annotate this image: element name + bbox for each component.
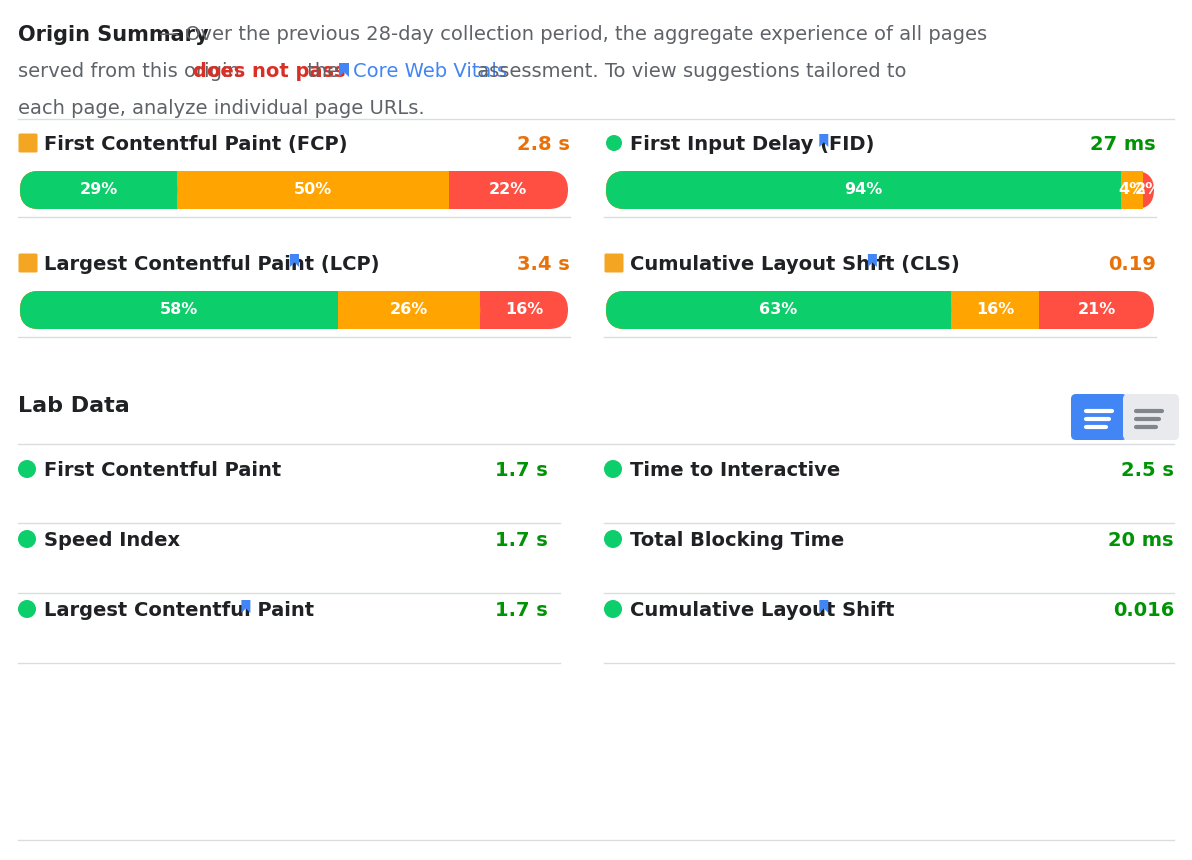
Circle shape [606, 135, 622, 151]
Text: 1.7 s: 1.7 s [495, 461, 548, 480]
Circle shape [604, 530, 622, 548]
Text: Time to Interactive: Time to Interactive [631, 461, 840, 480]
Text: 58%: 58% [160, 303, 198, 317]
Text: served from this origin: served from this origin [18, 62, 246, 81]
Text: Largest Contentful Paint (LCP): Largest Contentful Paint (LCP) [44, 255, 379, 274]
Circle shape [18, 600, 36, 618]
Polygon shape [290, 254, 299, 267]
Bar [429, 171, 448, 209]
Text: does not pass: does not pass [193, 62, 346, 81]
Text: 1.7 s: 1.7 s [495, 601, 548, 620]
FancyBboxPatch shape [606, 291, 1039, 329]
Circle shape [604, 460, 622, 478]
Text: 27 ms: 27 ms [1091, 135, 1156, 154]
Text: 20 ms: 20 ms [1109, 531, 1174, 550]
Text: 16%: 16% [976, 303, 1014, 317]
Text: Cumulative Layout Shift (CLS): Cumulative Layout Shift (CLS) [631, 255, 960, 274]
Circle shape [18, 460, 36, 478]
Circle shape [604, 600, 622, 618]
Text: Speed Index: Speed Index [44, 531, 180, 550]
Circle shape [18, 530, 36, 548]
Text: — Over the previous 28-day collection period, the aggregate experience of all pa: — Over the previous 28-day collection pe… [153, 25, 987, 44]
Bar [1124, 171, 1143, 209]
FancyBboxPatch shape [19, 254, 37, 273]
Bar [461, 291, 480, 329]
Text: 21%: 21% [1078, 303, 1116, 317]
Text: Total Blocking Time: Total Blocking Time [631, 531, 844, 550]
Text: 1.7 s: 1.7 s [495, 531, 548, 550]
Text: Cumulative Layout Shift: Cumulative Layout Shift [631, 601, 894, 620]
FancyBboxPatch shape [604, 254, 623, 273]
FancyBboxPatch shape [1070, 394, 1126, 440]
Bar [159, 171, 178, 209]
Text: Core Web Vitals: Core Web Vitals [353, 62, 507, 81]
Text: 26%: 26% [390, 303, 428, 317]
Text: 2%: 2% [1135, 182, 1162, 198]
Bar [1103, 171, 1122, 209]
Text: Origin Summary: Origin Summary [18, 25, 209, 45]
Text: 63%: 63% [759, 303, 797, 317]
FancyBboxPatch shape [606, 291, 951, 329]
Text: the: the [302, 62, 346, 81]
FancyBboxPatch shape [20, 291, 337, 329]
Text: 4%: 4% [1118, 182, 1146, 198]
Text: 3.4 s: 3.4 s [517, 255, 570, 274]
Text: 50%: 50% [294, 182, 333, 198]
Polygon shape [242, 600, 250, 613]
FancyBboxPatch shape [19, 133, 37, 152]
Polygon shape [819, 600, 828, 613]
Text: Lab Data: Lab Data [18, 396, 130, 416]
FancyBboxPatch shape [606, 291, 1154, 329]
Text: First Input Delay (FID): First Input Delay (FID) [631, 135, 875, 154]
FancyBboxPatch shape [606, 171, 1122, 209]
Text: 2.8 s: 2.8 s [517, 135, 570, 154]
Text: assessment. To view suggestions tailored to: assessment. To view suggestions tailored… [471, 62, 906, 81]
Polygon shape [819, 134, 828, 147]
Text: First Contentful Paint: First Contentful Paint [44, 461, 281, 480]
Text: 2.5 s: 2.5 s [1122, 461, 1174, 480]
Text: 22%: 22% [489, 182, 527, 198]
Text: First Contentful Paint (FCP): First Contentful Paint (FCP) [44, 135, 348, 154]
Text: each page, analyze individual page URLs.: each page, analyze individual page URLs. [18, 99, 424, 118]
FancyBboxPatch shape [20, 171, 178, 209]
Text: 94%: 94% [844, 182, 883, 198]
Bar [318, 291, 337, 329]
Bar [1020, 291, 1039, 329]
Text: Largest Contentful Paint: Largest Contentful Paint [44, 601, 315, 620]
FancyBboxPatch shape [20, 171, 569, 209]
Text: 16%: 16% [505, 303, 544, 317]
FancyBboxPatch shape [606, 171, 1154, 209]
Text: 29%: 29% [80, 182, 118, 198]
FancyBboxPatch shape [20, 291, 569, 329]
Bar [932, 291, 951, 329]
Polygon shape [339, 63, 349, 77]
FancyBboxPatch shape [20, 291, 480, 329]
FancyBboxPatch shape [1123, 394, 1179, 440]
Text: 0.19: 0.19 [1109, 255, 1156, 274]
FancyBboxPatch shape [20, 171, 448, 209]
Text: 0.016: 0.016 [1112, 601, 1174, 620]
FancyBboxPatch shape [606, 171, 1143, 209]
Polygon shape [868, 254, 877, 267]
